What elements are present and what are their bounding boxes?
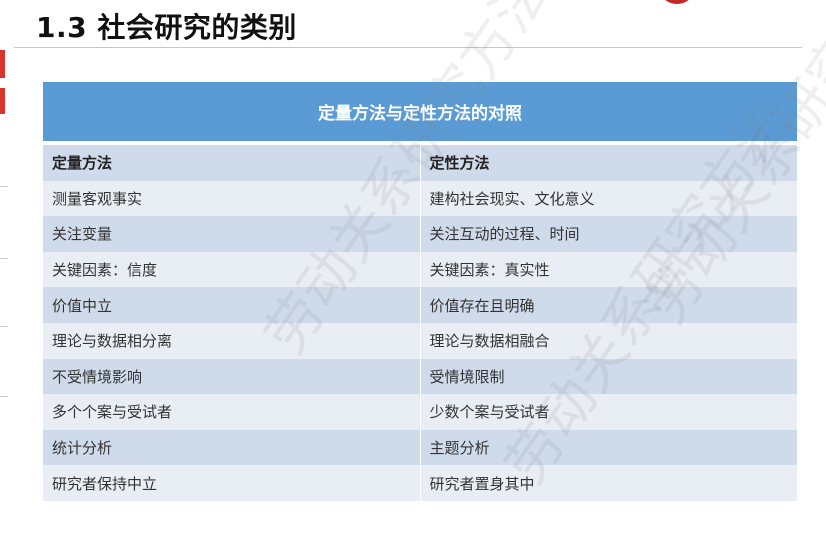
table-cell: 价值中立 <box>43 287 421 323</box>
table-row: 不受情境影响 受情境限制 <box>43 358 797 395</box>
table-cell: 少数个案与受试者 <box>429 403 550 422</box>
table-cell: 研究者置身其中 <box>429 474 535 493</box>
table-row: 测量客观事实 建构社会现实、文化意义 <box>43 180 797 217</box>
divider <box>0 258 8 259</box>
table-cell: 关注变量 <box>43 216 421 252</box>
table-cell: 理论与数据相融合 <box>429 332 550 351</box>
table-cell: 价值存在且明确 <box>429 296 535 315</box>
table-row: 研究者保持中立 研究者置身其中 <box>43 465 797 501</box>
divider <box>0 396 8 397</box>
divider <box>0 186 8 187</box>
table-cell: 理论与数据相分离 <box>43 322 421 359</box>
table-cell: 研究者保持中立 <box>43 465 421 501</box>
table-cell: 统计分析 <box>43 429 421 466</box>
slide-title: 1.3 社会研究的类别 <box>36 11 297 44</box>
comparison-table: 定量方法与定性方法的对照 定量方法 定性方法 测量客观事实 建构社会现实、文化意义… <box>43 82 797 501</box>
table-cell: 测量客观事实 <box>43 180 421 217</box>
title-divider <box>14 47 802 48</box>
accent-bar <box>0 88 5 114</box>
table-cell: 不受情境影响 <box>43 358 421 395</box>
table-cell: 主题分析 <box>429 439 490 458</box>
divider <box>0 326 8 327</box>
logo-dot <box>662 0 692 4</box>
table-header-row: 定量方法 定性方法 <box>43 145 797 181</box>
table-cell: 关注互动的过程、时间 <box>429 225 580 244</box>
table-row: 多个个案与受试者 少数个案与受试者 <box>43 394 797 430</box>
table-row: 关键因素：信度 关键因素：真实性 <box>43 251 797 288</box>
header-cell: 定量方法 <box>43 145 421 181</box>
table-cell: 关键因素：信度 <box>43 251 421 288</box>
table-row: 理论与数据相分离 理论与数据相融合 <box>43 322 797 359</box>
table-cell: 建构社会现实、文化意义 <box>429 189 595 208</box>
table-row: 价值中立 价值存在且明确 <box>43 287 797 323</box>
table-row: 统计分析 主题分析 <box>43 429 797 466</box>
table-row: 关注变量 关注互动的过程、时间 <box>43 216 797 252</box>
accent-bar <box>0 50 5 78</box>
header-cell: 定性方法 <box>429 154 490 173</box>
table-cell: 多个个案与受试者 <box>43 394 421 430</box>
table-cell: 受情境限制 <box>429 367 505 386</box>
table-caption: 定量方法与定性方法的对照 <box>43 82 797 145</box>
table-cell: 关键因素：真实性 <box>429 261 550 280</box>
